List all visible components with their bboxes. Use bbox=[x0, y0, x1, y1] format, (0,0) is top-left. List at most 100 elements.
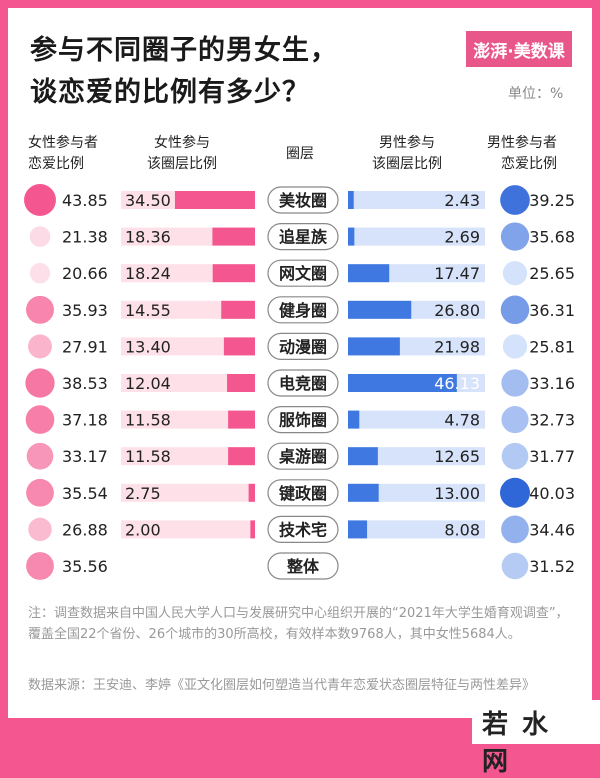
circle-tag bbox=[267, 515, 339, 544]
circle-tag bbox=[267, 296, 339, 324]
male-rate-dot bbox=[500, 295, 530, 325]
circle-tag bbox=[267, 223, 339, 251]
circle-tag-label: 键政圈 bbox=[278, 484, 327, 503]
male-rate-dot bbox=[500, 185, 530, 215]
female-rate-dot bbox=[24, 184, 56, 216]
male-share-bar bbox=[348, 337, 400, 356]
male-share-track bbox=[348, 520, 485, 539]
female-rate-dot bbox=[28, 334, 52, 359]
male-rate-label: 40.03 bbox=[529, 484, 575, 503]
male-rate-label: 36.31 bbox=[529, 301, 575, 320]
circle-tag bbox=[267, 479, 339, 507]
female-share-bar bbox=[250, 520, 255, 539]
header-female-rate: 女性参与者 恋爱比例 bbox=[28, 135, 98, 172]
male-share-label: 12.65 bbox=[434, 447, 480, 466]
male-rate-label: 25.81 bbox=[529, 337, 575, 356]
female-share-bar bbox=[228, 410, 255, 429]
female-rate-label: 37.18 bbox=[62, 411, 108, 430]
female-share-label: 18.36 bbox=[125, 228, 171, 247]
circle-tag bbox=[267, 552, 339, 580]
female-rate-dot bbox=[25, 368, 55, 398]
male-share-label: 17.47 bbox=[434, 264, 480, 283]
note-text: 注：调查数据来自中国人民大学人口与发展研究中心组织开展的“2021年大学生婚育观… bbox=[28, 606, 569, 642]
male-rate-label: 25.65 bbox=[529, 264, 575, 283]
male-rate-label: 39.25 bbox=[529, 191, 575, 210]
circle-tag bbox=[267, 186, 339, 214]
female-share-label: 2.75 bbox=[125, 484, 161, 503]
female-share-track bbox=[121, 374, 255, 392]
male-share-label: 46.13 bbox=[434, 374, 480, 393]
male-share-label: 8.08 bbox=[444, 520, 480, 539]
female-share-bar bbox=[174, 191, 255, 209]
female-rate-label: 27.91 bbox=[62, 337, 108, 356]
infographic-card bbox=[8, 8, 592, 718]
female-share-bar bbox=[223, 337, 255, 356]
female-rate-label: 20.66 bbox=[62, 264, 108, 283]
male-share-bar bbox=[348, 264, 390, 283]
female-share-bar bbox=[248, 483, 255, 502]
female-rate-dot bbox=[25, 405, 55, 434]
logo: 澎湃·美数课 bbox=[466, 31, 572, 67]
male-rate-label: 31.52 bbox=[529, 557, 575, 576]
header-male-rate: 男性参与者 恋爱比例 bbox=[487, 135, 557, 172]
female-share-label: 2.00 bbox=[125, 520, 161, 539]
female-share-bar bbox=[212, 264, 255, 283]
male-share-bar bbox=[348, 374, 457, 392]
male-rate-label: 32.73 bbox=[529, 411, 575, 430]
male-rate-dot bbox=[501, 442, 529, 470]
circle-tag-label: 服饰圈 bbox=[279, 411, 327, 430]
male-share-track bbox=[348, 227, 485, 246]
female-rate-dot bbox=[26, 442, 54, 470]
female-share-label: 14.55 bbox=[125, 301, 171, 320]
male-share-label: 2.43 bbox=[444, 191, 480, 210]
female-share-bar bbox=[212, 227, 255, 246]
male-share-label: 26.80 bbox=[434, 301, 480, 320]
female-rate-label: 35.54 bbox=[62, 484, 108, 503]
title-line2: 谈恋爱的比例有多少？ bbox=[30, 77, 310, 108]
male-share-bar bbox=[348, 410, 360, 429]
male-share-bar bbox=[348, 227, 355, 246]
female-rate-dot bbox=[26, 552, 54, 580]
female-rate-label: 35.56 bbox=[62, 557, 108, 576]
chart-table: 43.85 34.50 2.43 美妆圈 39.25 21.38 18.36 2.69 追星族 3… bbox=[24, 184, 575, 580]
circle-tag-label: 健身圈 bbox=[279, 301, 327, 320]
male-rate-dot bbox=[501, 369, 529, 397]
female-share-track bbox=[121, 520, 255, 539]
female-share-label: 12.04 bbox=[125, 374, 171, 393]
female-share-bar bbox=[228, 447, 255, 466]
header-female-share: 女性参与 该圈层比例 bbox=[147, 135, 217, 172]
circle-tag-label: 技术宅 bbox=[279, 520, 327, 539]
male-rate-label: 35.68 bbox=[529, 228, 575, 247]
female-rate-label: 33.17 bbox=[62, 447, 108, 466]
female-share-track bbox=[121, 447, 255, 466]
circle-tag-label: 网文圈 bbox=[279, 264, 327, 283]
male-share-bar bbox=[348, 300, 412, 319]
circle-tag-label: 整体 bbox=[286, 557, 320, 576]
circle-tag-label: 桌游圈 bbox=[279, 447, 327, 466]
female-share-label: 13.40 bbox=[125, 337, 171, 356]
female-rate-label: 43.85 bbox=[62, 191, 108, 210]
female-share-label: 11.58 bbox=[125, 447, 171, 466]
female-rate-dot bbox=[29, 226, 51, 247]
female-share-bar bbox=[227, 374, 255, 392]
unit-label: 单位：% bbox=[508, 86, 564, 102]
male-share-track bbox=[348, 410, 485, 429]
male-rate-label: 31.77 bbox=[529, 447, 575, 466]
female-share-label: 34.50 bbox=[125, 191, 171, 210]
header-male-share: 男性参与 该圈层比例 bbox=[372, 135, 442, 172]
male-share-bar bbox=[348, 483, 379, 502]
male-rate-dot bbox=[501, 552, 529, 580]
male-share-label: 13.00 bbox=[434, 484, 480, 503]
circle-tag-label: 美妆圈 bbox=[279, 191, 327, 210]
male-rate-dot bbox=[501, 515, 529, 544]
female-share-track bbox=[121, 337, 255, 356]
circle-tag-label: 追星族 bbox=[279, 228, 328, 247]
watermark: 若水网 bbox=[472, 700, 600, 777]
female-rate-dot bbox=[28, 517, 52, 542]
source-text: 数据来源：王安迪、李婷《亚文化圈层如何塑造当代青年恋爱状态圈层特征与两性差异》 bbox=[28, 678, 536, 693]
male-rate-dot bbox=[501, 406, 529, 434]
circle-tag bbox=[267, 369, 339, 397]
male-share-track bbox=[348, 191, 485, 209]
circle-tag bbox=[267, 442, 339, 470]
circle-tag-label: 动漫圈 bbox=[279, 337, 327, 356]
